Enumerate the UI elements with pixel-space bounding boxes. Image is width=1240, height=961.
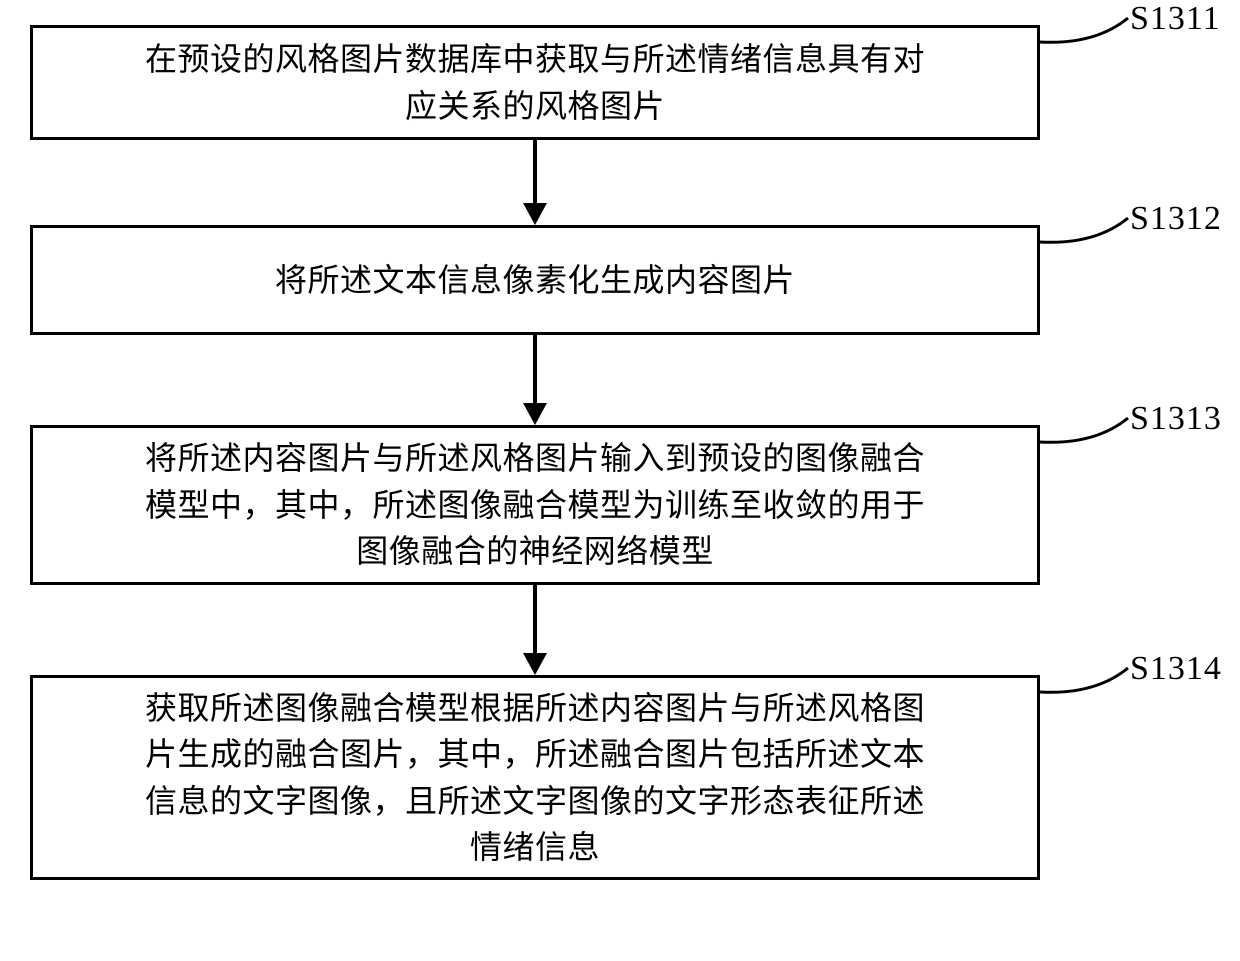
label-connector — [1036, 214, 1132, 249]
flowchart-step-s1314: 获取所述图像融合模型根据所述内容图片与所述风格图 片生成的融合图片，其中，所述融… — [30, 675, 1040, 880]
step-label-s1311: S1311 — [1130, 0, 1221, 38]
label-connector — [1036, 664, 1132, 699]
step-text: 在预设的风格图片数据库中获取与所述情绪信息具有对 应关系的风格图片 — [145, 36, 925, 129]
step-text: 将所述文本信息像素化生成内容图片 — [275, 257, 795, 303]
flowchart-arrow — [519, 335, 551, 429]
step-label-s1312: S1312 — [1130, 200, 1222, 238]
flowchart-step-s1311: 在预设的风格图片数据库中获取与所述情绪信息具有对 应关系的风格图片 — [30, 25, 1040, 140]
flowchart-step-s1313: 将所述内容图片与所述风格图片输入到预设的图像融合 模型中，其中，所述图像融合模型… — [30, 425, 1040, 585]
label-connector — [1036, 14, 1132, 49]
label-connector — [1036, 414, 1132, 449]
flowchart-arrow — [519, 585, 551, 679]
step-text: 获取所述图像融合模型根据所述内容图片与所述风格图 片生成的融合图片，其中，所述融… — [145, 685, 925, 871]
flowchart-arrow — [519, 140, 551, 229]
step-label-s1314: S1314 — [1130, 650, 1222, 688]
flowchart-step-s1312: 将所述文本信息像素化生成内容图片 — [30, 225, 1040, 335]
step-label-s1313: S1313 — [1130, 400, 1222, 438]
step-text: 将所述内容图片与所述风格图片输入到预设的图像融合 模型中，其中，所述图像融合模型… — [145, 435, 925, 574]
